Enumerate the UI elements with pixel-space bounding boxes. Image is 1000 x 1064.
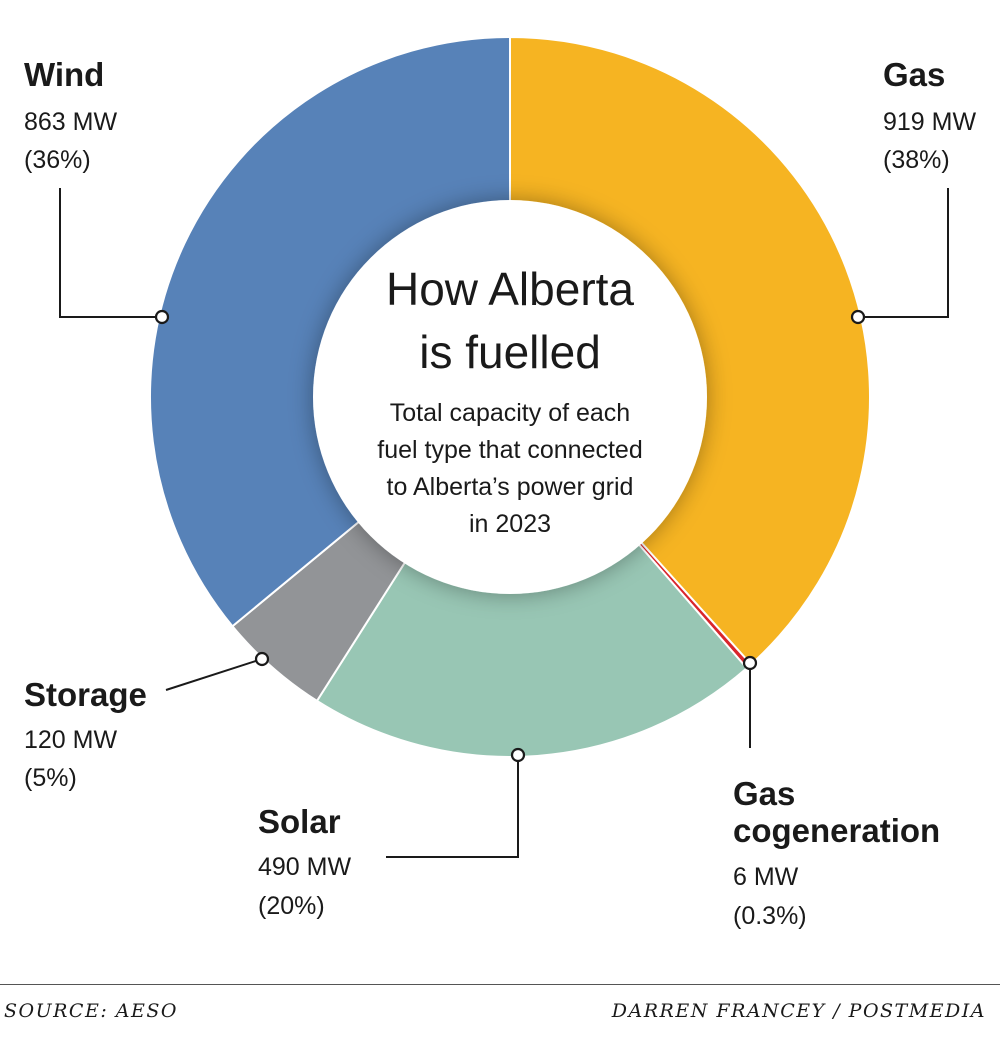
slice-pct-storage: (5%) (24, 764, 77, 792)
slice-value-cogeneration: 6 MW (733, 863, 799, 891)
chart-title-line-1: How Alberta (386, 263, 634, 315)
leader-line-wind (59, 188, 162, 318)
footer-divider (0, 984, 1000, 985)
leader-line-storage (165, 658, 263, 691)
slice-label-solar: Solar (258, 803, 341, 840)
leader-dot-wind (154, 309, 170, 325)
leader-line-gas (858, 188, 949, 318)
chart-subtitle-line-4: in 2023 (469, 510, 551, 538)
slice-pct-solar: (20%) (258, 892, 325, 920)
slice-pct-wind: (36%) (24, 146, 91, 174)
slice-pct-cogeneration: (0.3%) (733, 902, 807, 930)
slice-value-solar: 490 MW (258, 853, 351, 881)
chart-subtitle-line-3: to Alberta’s power grid (387, 473, 634, 501)
slice-label-cogeneration-line-2: cogeneration (733, 812, 940, 849)
leader-dot-storage (254, 651, 270, 667)
slice-label-storage: Storage (24, 676, 147, 713)
footer-source: SOURCE: AESO (4, 1000, 178, 1022)
slice-pct-gas: (38%) (883, 146, 950, 174)
slice-value-wind: 863 MW (24, 108, 117, 136)
leader-dot-cogeneration (742, 655, 758, 671)
slice-label-gas: Gas (883, 56, 945, 93)
slice-label-wind: Wind (24, 56, 104, 93)
chart-subtitle-line-2: fuel type that connected (377, 436, 642, 464)
slice-label-cogeneration-line-1: Gas (733, 775, 795, 812)
donut-center-hole (313, 200, 707, 594)
slice-value-gas: 919 MW (883, 108, 976, 136)
leader-dot-solar (510, 747, 526, 763)
leader-dot-gas (850, 309, 866, 325)
leader-line-solar (386, 755, 519, 858)
slice-value-storage: 120 MW (24, 726, 117, 754)
chart-title-line-2: is fuelled (419, 326, 601, 378)
chart-subtitle-line-1: Total capacity of each (390, 399, 630, 427)
footer-credit: DARREN FRANCEY / POSTMEDIA (611, 1000, 986, 1022)
